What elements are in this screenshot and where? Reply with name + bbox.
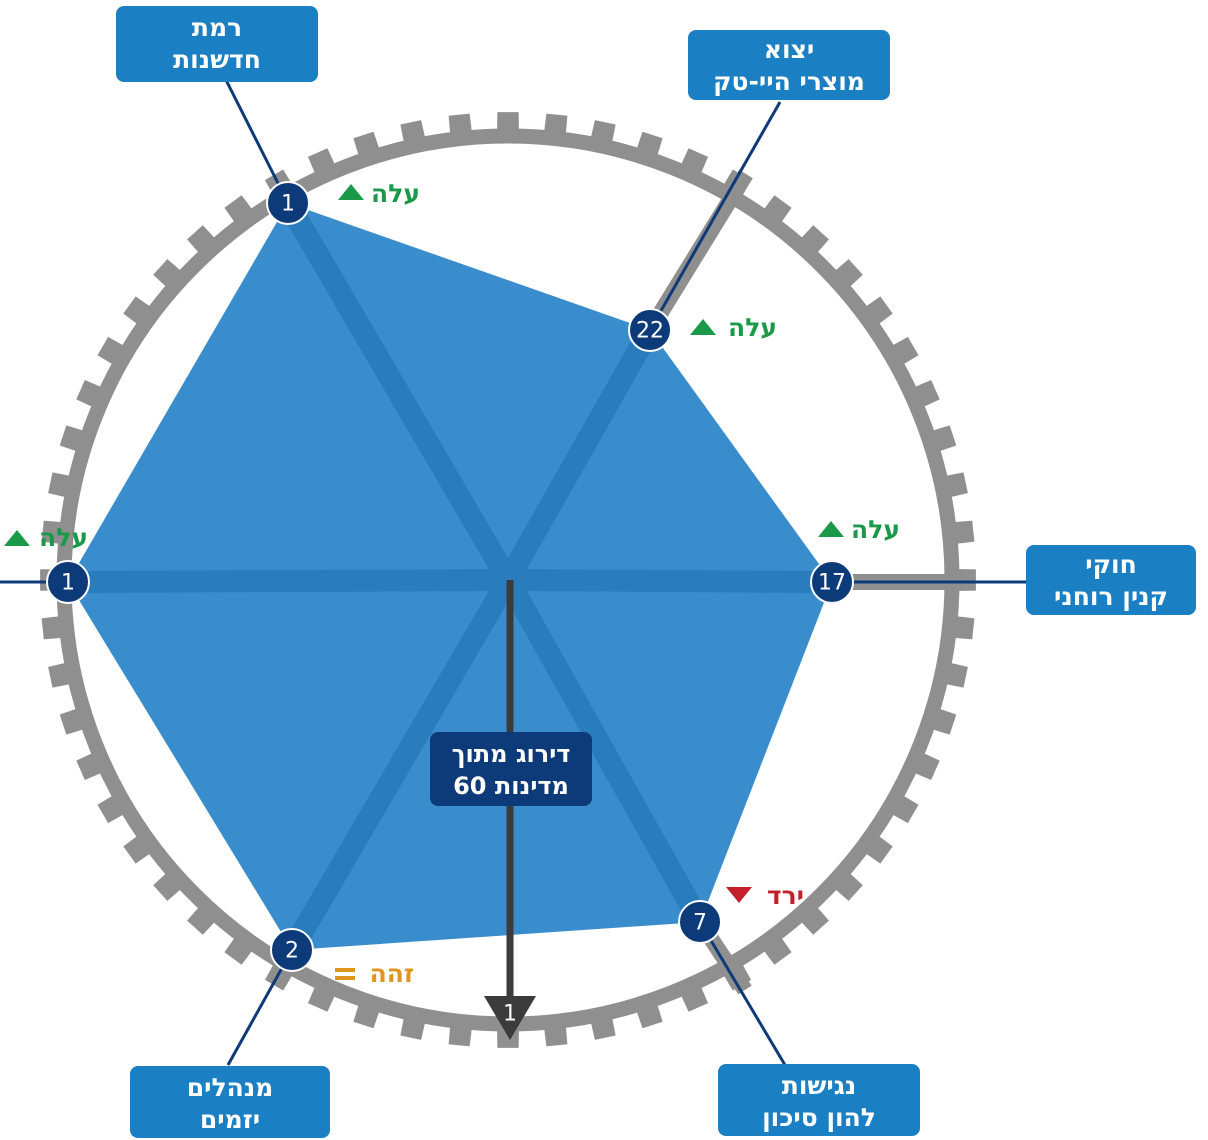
label-innovation: רמת חדשנות [116,6,318,82]
trend-ip-laws: עלה [818,515,900,544]
trend-vc-text: ירד [767,881,804,910]
rank-left-axis: 1 [61,571,75,596]
triangle-up-icon [690,319,716,335]
center-title-line2: 60 מדינות [453,772,569,800]
label-ip-line1: חוקי [1085,550,1137,579]
scale-arrow-head [484,996,536,1040]
triangle-up-icon [818,521,844,537]
rank-entrepreneurial-managers: 2 [285,939,299,964]
label-vc-line2: להון סיכון [762,1103,876,1132]
trend-innovation-text: עלה [371,179,420,208]
label-venture-capital: נגישות להון סיכון [718,1064,920,1136]
label-hightech-line2: מוצרי היי-טק [713,67,865,96]
label-innovation-line2: חדשנות [173,45,261,74]
label-hightech-line1: יצוא [764,35,814,64]
trend-managers-text: זהה [370,959,414,988]
scale-best-label: 1 [503,1002,517,1027]
label-managers-line1: מנהלים [187,1073,274,1102]
triangle-down-icon [726,887,752,903]
node-ip-laws: 17 [810,560,854,604]
label-hightech-exports: יצוא מוצרי היי-טק [688,30,890,100]
node-entrepreneurial-managers: 2 [270,928,314,972]
label-ip-laws: חוקי קנין רוחני [1026,545,1196,615]
rank-ip-laws: 17 [818,571,846,596]
node-left-axis: 1 [46,560,90,604]
label-ip-line2: קנין רוחני [1054,582,1168,611]
trend-entrepreneurial-managers: זהה [335,959,414,988]
rank-hightech-exports: 22 [636,319,664,344]
label-managers-line2: יזמים [200,1105,260,1134]
trend-ip-text: עלה [851,515,900,544]
label-innovation-line1: רמת [192,13,242,42]
rank-innovation: 1 [281,192,295,217]
trend-left-text: עלה [39,523,88,552]
triangle-up-icon [4,530,30,546]
node-venture-capital: 7 [678,900,722,944]
trend-venture-capital: ירד [726,881,804,910]
center-caption: דירוג מתוך 60 מדינות [430,732,592,806]
center-title-line1: דירוג מתוך [452,740,571,768]
node-innovation: 1 [266,181,310,225]
inner-spokes [67,197,833,956]
equals-icon-bar2 [335,976,355,980]
equals-icon [335,968,355,972]
node-hightech-exports: 22 [628,308,672,352]
trend-innovation: עלה [338,179,420,208]
trend-hightech-exports: עלה [690,313,777,342]
trend-hightech-text: עלה [728,313,777,342]
label-vc-line1: נגישות [782,1071,856,1100]
label-entrepreneurial-managers: מנהלים יזמים [130,1066,330,1138]
rank-venture-capital: 7 [693,911,707,936]
trend-left-axis: עלה [4,523,88,552]
triangle-up-icon [338,184,364,200]
